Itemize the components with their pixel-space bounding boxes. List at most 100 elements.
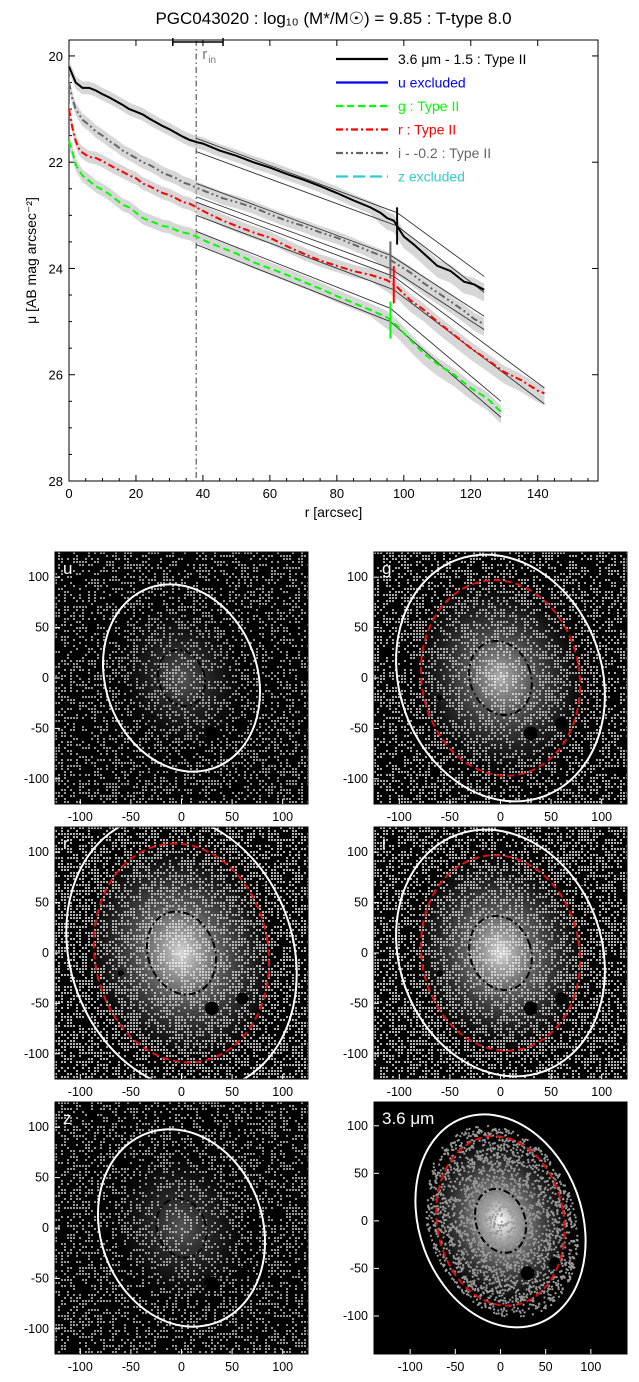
x-axis-label: r [arcsec]: [305, 504, 363, 520]
y-tick-label: 50: [354, 896, 368, 910]
x-tick-label: 40: [196, 486, 210, 501]
masked-source: [204, 726, 219, 741]
r-in-label-sub: in: [208, 55, 216, 66]
y-tick-label: 22: [49, 155, 63, 170]
inner-ellipse: [145, 910, 218, 996]
panel-image: [55, 1102, 308, 1354]
image-panel-3: r -100 -50 0 50 100 100 50 0 -50 -100: [24, 826, 309, 1099]
image-panel-4: i -100 -50 0 50 100 100 50 0 -50 -100: [343, 826, 628, 1099]
inner-ellipse: [473, 1187, 528, 1254]
y-tick-label: 0: [361, 1214, 368, 1228]
galaxy-glow: [111, 1148, 252, 1308]
y-tick-label: 100: [28, 1120, 49, 1134]
break-ellipse: [92, 842, 271, 1064]
x-tick-label: 50: [225, 1360, 239, 1374]
y-tick-label: -100: [343, 1309, 368, 1323]
x-tick-label: 0: [178, 1360, 185, 1374]
x-tick-label: 100: [272, 810, 293, 824]
masked-source: [523, 726, 538, 741]
plot-frame: [68, 39, 599, 482]
masked-source: [204, 1276, 219, 1291]
legend-label: i - -0.2 : Type II: [398, 145, 491, 161]
galaxy-glow: [428, 1135, 573, 1307]
y-tick-label: -100: [24, 772, 49, 786]
panel-label: g: [382, 559, 391, 578]
noise: [374, 827, 627, 1078]
outer-ellipse: [65, 827, 298, 1079]
x-tick-label: -100: [398, 1360, 423, 1374]
x-tick-label: 50: [225, 810, 239, 824]
noise: [55, 827, 308, 1078]
masked-source: [569, 1151, 576, 1158]
y-tick-label: -50: [31, 996, 49, 1010]
x-tick-label: -50: [441, 1085, 459, 1099]
r-in-label: r: [202, 46, 207, 63]
x-tick-label: 80: [330, 486, 344, 501]
masked-source: [259, 1154, 266, 1161]
y-tick-label: 100: [28, 570, 49, 584]
masked-source: [548, 1257, 561, 1270]
profile-band: [69, 102, 545, 406]
profile-line-g: [68, 140, 502, 413]
profile-band: [69, 134, 501, 424]
x-tick-label: 0: [497, 810, 504, 824]
x-tick-label: 20: [129, 486, 143, 501]
inner-ellipse: [156, 648, 207, 708]
y-tick-label: 100: [347, 1119, 368, 1133]
masked-source: [117, 695, 124, 702]
x-tick-label: 50: [544, 810, 558, 824]
inner-ellipse: [468, 914, 533, 992]
x-tick-label: -50: [122, 1085, 140, 1099]
y-tick-label: 26: [49, 368, 63, 383]
masked-source: [236, 1267, 249, 1280]
masked-source: [236, 717, 249, 730]
panel-image: [55, 827, 308, 1079]
y-tick-label: 50: [35, 1171, 49, 1185]
y-tick-label: -50: [31, 1271, 49, 1285]
x-tick-label: -100: [387, 810, 412, 824]
image-panel-1: u -100 -50 0 50 100 100 50 0 -50 -100: [24, 551, 309, 824]
panel-label: u: [63, 559, 72, 578]
x-tick-label: 0: [178, 810, 185, 824]
x-tick-label: -100: [68, 810, 93, 824]
masked-source: [117, 1245, 124, 1252]
break-ellipse: [435, 1135, 566, 1307]
masked-source: [443, 1236, 450, 1243]
masked-source: [117, 970, 124, 977]
x-tick-label: 50: [544, 1085, 558, 1099]
masked-source: [523, 1001, 538, 1016]
outer-ellipse: [395, 828, 606, 1078]
x-tick-label: -100: [387, 1085, 412, 1099]
ir-speckle: [425, 1124, 580, 1318]
masked-source: [436, 695, 443, 702]
legend-label: z excluded: [398, 169, 465, 185]
legend-label: 3.6 μm - 1.5 : Type II: [398, 51, 526, 67]
profile-line-3.6: [68, 66, 485, 291]
y-tick-label: 0: [361, 671, 368, 685]
galaxy-glow: [412, 853, 589, 1053]
panel-label: z: [63, 1109, 72, 1128]
x-tick-label: 60: [263, 486, 277, 501]
y-tick-label: -100: [343, 772, 368, 786]
y-tick-label: 0: [42, 1221, 49, 1235]
masked-source: [578, 879, 585, 886]
x-tick-label: -100: [68, 1360, 93, 1374]
panel-image: [374, 1102, 627, 1354]
masked-source: [578, 604, 585, 611]
image-panel-2: g -100 -50 0 50 100 100 50 0 -50 -100: [343, 551, 628, 824]
mask-corner: [374, 1294, 404, 1354]
y-tick-label: 50: [354, 1166, 368, 1180]
masked-source: [259, 604, 266, 611]
galaxy-glow: [115, 602, 248, 754]
profile-line-r: [68, 108, 545, 395]
y-tick-label: 24: [49, 261, 63, 276]
x-tick-label: 100: [591, 1085, 612, 1099]
galaxy-glow: [84, 842, 279, 1064]
y-tick-label: -50: [350, 996, 368, 1010]
break-ellipse: [419, 854, 582, 1052]
y-tick-label: 0: [42, 946, 49, 960]
x-tick-label: 0: [65, 486, 72, 501]
y-tick-label: -50: [350, 1261, 368, 1275]
masked-source: [204, 1001, 219, 1016]
